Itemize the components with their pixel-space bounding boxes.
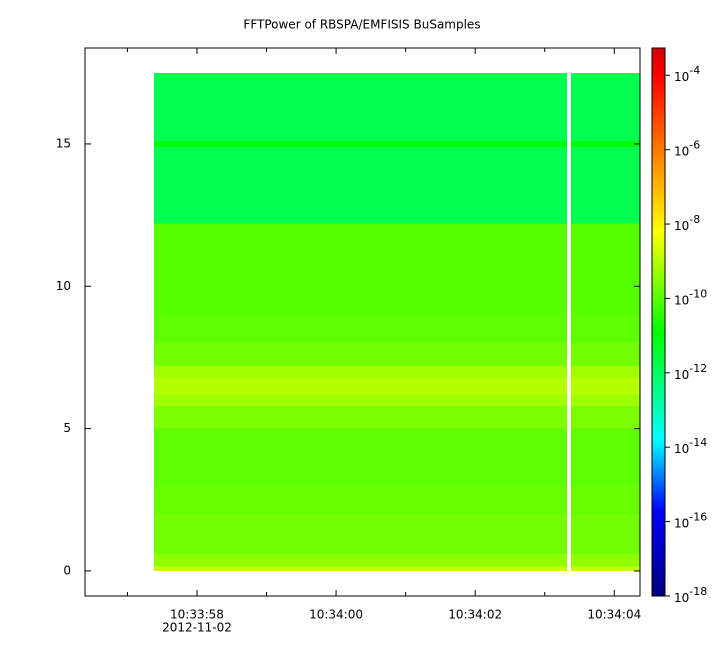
x-tick-label: 10:34:02 xyxy=(448,608,502,622)
spectrogram-cell xyxy=(153,377,567,395)
colorbar-tick-label: 10-6 xyxy=(674,139,700,159)
x-tick-label: 10:33:58 xyxy=(170,608,224,622)
spectrogram-cell xyxy=(571,514,640,554)
spectrogram-cell xyxy=(571,257,640,287)
spectrogram-cell xyxy=(571,553,640,567)
colorbar-tick-label: 10-16 xyxy=(674,511,707,531)
spectrogram-cell xyxy=(571,485,640,515)
spectrogram-cell xyxy=(153,141,567,147)
spectrogram-cell xyxy=(571,457,640,486)
spectrogram-cell xyxy=(153,457,567,486)
x-tick-label: 10:34:04 xyxy=(587,608,641,622)
y-tick-label: 10 xyxy=(56,279,71,293)
spectrogram-cell xyxy=(571,365,640,378)
y-tick-label: 15 xyxy=(56,136,71,150)
spectrogram-cell xyxy=(571,146,640,224)
date-label: 2012-11-02 xyxy=(162,621,232,635)
colorbar-tick-label: 10-4 xyxy=(674,64,700,84)
colorbar-tick-label: 10-8 xyxy=(674,213,700,233)
spectrogram-cell xyxy=(571,394,640,406)
colorbar-tick-label: 10-10 xyxy=(674,287,707,307)
spectrogram-cell xyxy=(153,405,567,429)
spectrogram-cell xyxy=(153,257,567,287)
spectrogram-cell xyxy=(571,566,640,571)
plot-frame xyxy=(84,47,641,597)
y-tick-label: 0 xyxy=(63,563,71,577)
spectrogram-cell xyxy=(571,72,640,142)
spectrogram-cell xyxy=(571,377,640,395)
spectrogram-cell xyxy=(571,428,640,458)
spectrogram-cell xyxy=(571,223,640,258)
spectrogram-cell xyxy=(153,394,567,406)
spectrogram-cell xyxy=(153,146,567,224)
colorbar-tick-label: 10-18 xyxy=(674,585,707,605)
spectrogram-cell xyxy=(571,314,640,344)
spectrogram-cell xyxy=(153,485,567,515)
spectrogram-cell xyxy=(153,343,567,366)
spectrogram-cell xyxy=(153,223,567,258)
spectrogram-cell xyxy=(153,553,567,567)
spectrogram-cell xyxy=(571,141,640,147)
spectrogram-cell xyxy=(153,566,567,571)
spectrogram-cell xyxy=(571,286,640,315)
colorbar-tick-label: 10-12 xyxy=(674,362,707,382)
spectrogram-cell xyxy=(571,343,640,366)
colorbar xyxy=(651,47,666,597)
spectrogram-cell xyxy=(153,72,567,142)
colorbar-tick-label: 10-14 xyxy=(674,436,707,456)
x-tick-label: 10:34:00 xyxy=(309,608,363,622)
spectrogram-cell xyxy=(153,428,567,458)
spectrogram-cell xyxy=(571,405,640,429)
spectrogram-cell xyxy=(153,286,567,315)
spectrogram-cell xyxy=(153,514,567,554)
chart-title: FFTPower of RBSPA/EMFISIS BuSamples xyxy=(243,18,480,32)
spectrogram-cell xyxy=(153,365,567,378)
y-tick-label: 5 xyxy=(63,421,71,435)
spectrogram-cell xyxy=(153,314,567,344)
